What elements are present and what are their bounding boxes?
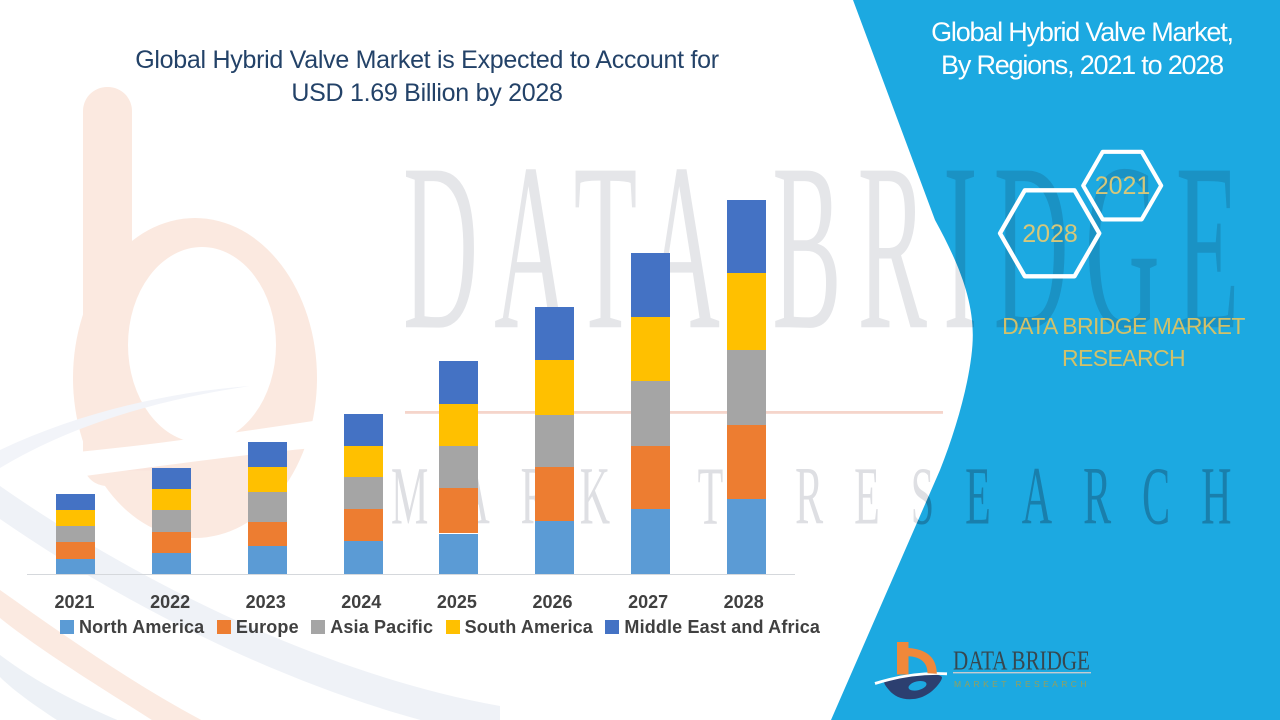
svg-text:2028: 2028 [1022,220,1078,248]
svg-text:2021: 2021 [1095,172,1151,200]
svg-text:DATA BRIDGE: DATA BRIDGE [953,646,1090,676]
svg-text:MARKET RESEARCH: MARKET RESEARCH [954,679,1090,689]
